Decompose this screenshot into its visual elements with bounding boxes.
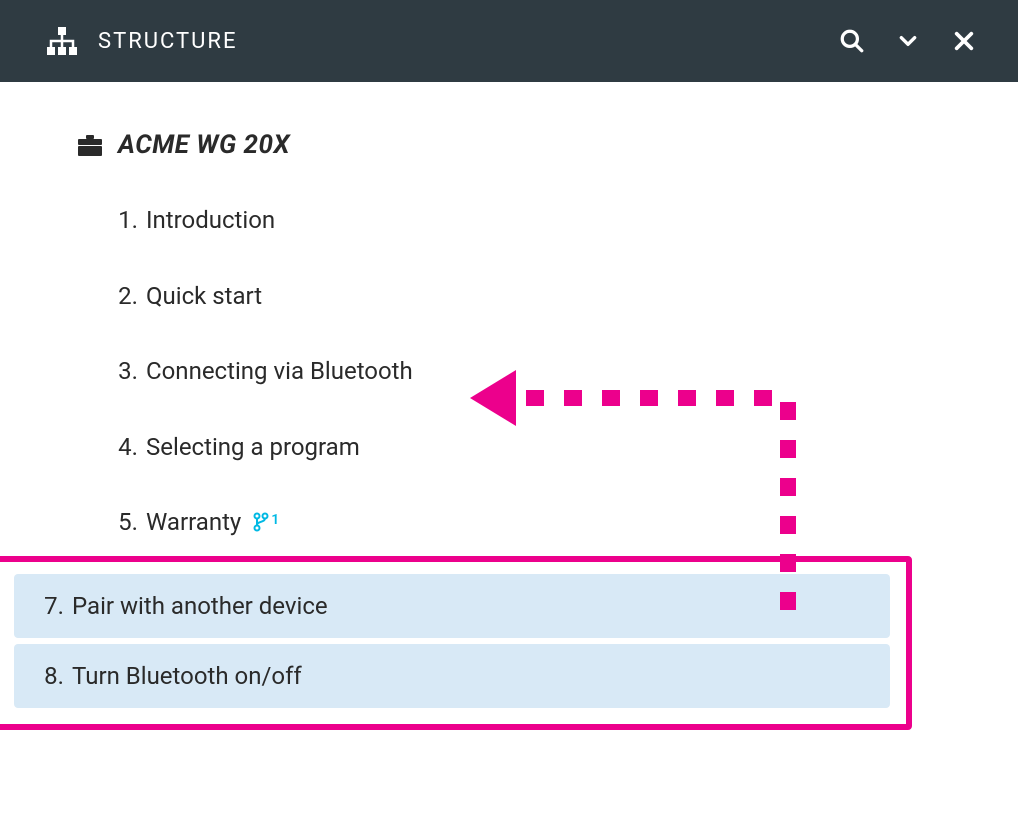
toc-item-number: 7. bbox=[34, 592, 64, 620]
document-title-row[interactable]: ACME WG 20X bbox=[78, 130, 1018, 160]
content-area: ACME WG 20X 1.Introduction 2.Quick start 3… bbox=[0, 82, 1018, 624]
toc-item[interactable]: 4.Selecting a program bbox=[108, 423, 1018, 473]
panel-header: STRUCTURE bbox=[0, 0, 1018, 82]
toc-item-number: 2. bbox=[108, 280, 138, 314]
document-title: ACME WG 20X bbox=[118, 130, 290, 160]
chevron-down-icon[interactable] bbox=[894, 27, 922, 55]
toc-item-label: Warranty bbox=[146, 506, 241, 540]
header-left: STRUCTURE bbox=[46, 25, 237, 57]
toc-item[interactable]: 2.Quick start bbox=[108, 272, 1018, 322]
branch-icon bbox=[253, 512, 269, 532]
selected-items-container: 7. Pair with another device 8. Turn Bluetoo… bbox=[2, 568, 902, 714]
close-icon[interactable] bbox=[950, 27, 978, 55]
toc-item-number: 8. bbox=[34, 662, 64, 690]
toc-item-label: Pair with another device bbox=[72, 592, 328, 620]
toc-item-label: Introduction bbox=[146, 204, 275, 238]
branch-count: 1 bbox=[271, 511, 279, 531]
toc-item[interactable]: 1.Introduction bbox=[108, 196, 1018, 246]
branch-indicator[interactable]: 1 bbox=[253, 510, 279, 537]
toc-item-label: Selecting a program bbox=[146, 431, 360, 465]
toc-item-number: 3. bbox=[108, 355, 138, 389]
toc-item-label: Quick start bbox=[146, 280, 262, 314]
toc-item-selected[interactable]: 7. Pair with another device bbox=[14, 574, 890, 638]
briefcase-icon bbox=[78, 135, 102, 155]
header-actions bbox=[838, 27, 978, 55]
toc-item-label: Turn Bluetooth on/off bbox=[72, 662, 302, 690]
panel-title: STRUCTURE bbox=[98, 29, 237, 54]
toc-item[interactable]: 5.Warranty 1 bbox=[108, 498, 1018, 548]
sitemap-icon bbox=[46, 25, 78, 57]
toc-item[interactable]: 3.Connecting via Bluetooth bbox=[108, 347, 1018, 397]
toc-item-selected[interactable]: 8. Turn Bluetooth on/off bbox=[14, 644, 890, 708]
toc-item-number: 1. bbox=[108, 204, 138, 238]
toc-item-number: 5. bbox=[108, 506, 138, 540]
toc-item-number: 4. bbox=[108, 431, 138, 465]
search-icon[interactable] bbox=[838, 27, 866, 55]
toc-item-label: Connecting via Bluetooth bbox=[146, 355, 413, 389]
